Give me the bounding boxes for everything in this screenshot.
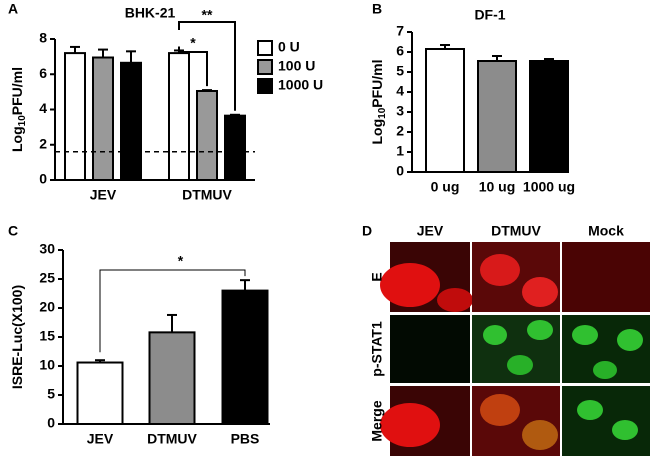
y-tick-label: 30: [39, 241, 55, 257]
bar: [196, 89, 218, 181]
bar: [76, 361, 124, 425]
x-tick-label: PBS: [231, 431, 260, 447]
y-tick-label: 0: [39, 171, 47, 187]
column-label: Mock: [588, 223, 624, 239]
legend-swatch: [257, 59, 273, 75]
y-label-part: Log: [9, 126, 25, 152]
y-axis-label: Log10PFU/ml: [9, 67, 28, 152]
y-tick-label: 5: [47, 386, 55, 402]
significance-bracket: [178, 46, 208, 87]
bar: [224, 114, 246, 181]
legend-label: 0 U: [278, 39, 300, 55]
bar: [92, 56, 114, 181]
x-tick-label: DTMUV: [182, 187, 232, 203]
column-label: DTMUV: [491, 223, 541, 239]
chart-title: DF-1: [474, 7, 505, 23]
y-axis-label: Log10PFU/ml: [369, 59, 388, 144]
bar: [148, 331, 196, 425]
legend-label: 100 U: [278, 58, 315, 74]
y-label-part: 10: [377, 107, 388, 119]
legend-swatch: [257, 78, 273, 94]
panel-label: C: [8, 223, 18, 239]
y-label-part: Log: [369, 119, 385, 145]
y-tick-label: 4: [396, 83, 404, 99]
bar: [168, 52, 190, 181]
y-tick-label: 0: [396, 163, 404, 179]
y-tick-label: 2: [39, 135, 47, 151]
y-tick-label: 25: [39, 270, 55, 286]
y-tick-label: 15: [39, 328, 55, 344]
y-tick-label: 8: [39, 30, 47, 46]
x-tick-label: DTMUV: [147, 431, 197, 447]
row-label: p-STAT1: [369, 321, 385, 377]
panel-label: D: [362, 223, 372, 239]
significance-bracket: [99, 269, 246, 353]
y-tick-label: 7: [396, 23, 404, 39]
y-tick-label: 10: [39, 357, 55, 373]
column-label: JEV: [417, 223, 444, 239]
y-tick-label: 6: [39, 65, 47, 81]
y-label-part: PFU/ml: [369, 59, 385, 107]
y-tick-label: 1: [396, 143, 404, 159]
row-label: Merge: [369, 400, 385, 441]
micrographs: [380, 242, 650, 456]
row-label: E: [369, 272, 385, 281]
bar: [425, 48, 465, 173]
y-label-part: ISRE-Luc(X100): [9, 285, 25, 389]
bar: [477, 60, 517, 173]
y-tick-label: 20: [39, 299, 55, 315]
y-tick-label: 0: [47, 415, 55, 431]
x-tick-label: 1000 ug: [523, 179, 575, 195]
y-label-part: PFU/ml: [9, 67, 25, 115]
legend-label: 1000 U: [278, 77, 323, 93]
x-tick-label: 10 ug: [479, 179, 516, 195]
y-tick-label: 4: [39, 100, 47, 116]
x-tick-label: JEV: [87, 431, 114, 447]
y-tick-label: 2: [396, 123, 404, 139]
chart-title: BHK-21: [125, 5, 176, 21]
bar: [120, 61, 142, 182]
y-label-part: 10: [17, 115, 28, 127]
bar: [529, 60, 569, 173]
y-tick-label: 6: [396, 43, 404, 59]
panel-label: B: [372, 1, 382, 17]
y-tick-label: 5: [396, 63, 404, 79]
significance-bracket: [178, 21, 236, 111]
legend-swatch: [257, 40, 273, 56]
x-tick-label: 0 ug: [431, 179, 460, 195]
y-axis-label: ISRE-Luc(X100): [9, 285, 25, 389]
bar: [64, 52, 86, 181]
y-tick-label: 3: [396, 103, 404, 119]
panel-label: A: [8, 1, 18, 17]
significance-label: **: [202, 7, 213, 23]
significance-label: *: [190, 35, 196, 51]
significance-label: *: [178, 253, 184, 269]
bar: [221, 289, 269, 425]
x-tick-label: JEV: [90, 187, 117, 203]
